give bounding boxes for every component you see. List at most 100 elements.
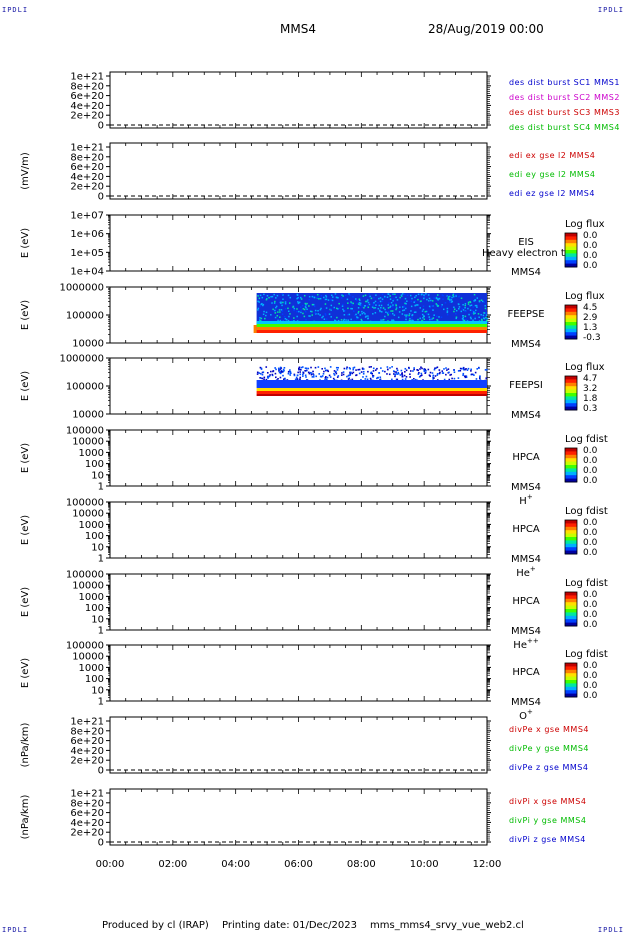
spectrogram-pixel: [304, 302, 307, 305]
spectrogram-pixel: [425, 310, 428, 313]
spectrogram-pixel: [264, 317, 266, 320]
spectrogram-pixel: [319, 375, 322, 378]
spectrogram-pixel: [298, 310, 300, 313]
spectrogram-pixel: [348, 377, 351, 380]
panel-frame: [109, 788, 488, 846]
spacecraft-label: MMS4: [511, 482, 541, 493]
spectrogram-pixel: [260, 368, 263, 370]
spectrogram-pixel: [322, 315, 324, 318]
spectrogram-pixel: [343, 318, 346, 321]
spectrogram-pixel: [282, 320, 284, 322]
spectrogram-pixel: [353, 366, 356, 369]
spectrogram-pixel: [414, 311, 417, 313]
spectrogram-pixel: [372, 370, 375, 372]
spectrogram-pixel: [367, 370, 369, 373]
spectrogram-pixel: [438, 297, 441, 300]
spectrogram-pixel: [301, 304, 304, 307]
spectrogram-pixel: [286, 379, 289, 381]
colorbar-segment: [565, 263, 577, 266]
spectrogram-pixel: [321, 367, 323, 370]
panel-frame: [109, 644, 488, 702]
spectrogram-pixel: [453, 306, 455, 309]
spectrogram-pixel: [476, 368, 479, 370]
spectrogram-pixel: [443, 368, 445, 370]
spectrogram-pixel: [274, 309, 276, 312]
spectrogram-pixel: [476, 297, 479, 299]
legend-entry: divPi z gse MMS4: [509, 835, 586, 844]
spectrogram-pixel: [357, 312, 359, 314]
spectrogram-pixel: [284, 307, 287, 310]
spectrogram-pixel: [277, 367, 280, 370]
spectrogram-pixel: [401, 313, 404, 315]
spectrogram-pixel: [458, 306, 461, 308]
y-tick-label: 8e+20: [70, 798, 104, 809]
spectrogram-pixel: [336, 376, 339, 378]
spectrogram-pixel: [312, 303, 315, 306]
spectrogram-pixel: [450, 301, 453, 303]
spectrogram-pixel: [361, 312, 364, 315]
corner-label-bottom-left: IPDLI: [2, 926, 29, 934]
spectrogram-pixel: [423, 295, 426, 298]
instrument-label: FEEPSI: [509, 380, 543, 391]
spectrogram-pixel: [367, 315, 369, 317]
spectrogram-pixel: [298, 367, 300, 370]
spectrogram-pixel: [414, 304, 416, 307]
spectrogram-pixel: [287, 372, 290, 375]
spectrogram-pixel: [486, 368, 488, 371]
spectrogram-pixel: [376, 367, 378, 370]
x-tick-label: 04:00: [221, 859, 250, 870]
colorbar-tick-label: 1.3: [583, 323, 597, 333]
spectrogram-band: [256, 327, 487, 330]
spectrogram-pixel: [293, 374, 296, 377]
y-tick-label: 1: [98, 626, 104, 637]
y-tick-label: 2e+20: [70, 828, 104, 839]
spectrogram-pixel: [319, 297, 322, 300]
spectrogram-pixel: [260, 317, 263, 320]
spectrogram-pixel: [265, 298, 268, 301]
colorbar-tick-label: 0.0: [583, 610, 598, 620]
spectrogram-pixel: [363, 307, 365, 309]
spectrogram-pixel: [296, 320, 299, 322]
colorbar-segment: [565, 251, 577, 254]
spectrogram-pixel: [315, 375, 318, 378]
spectrogram-pixel: [259, 376, 261, 379]
spectrogram-pixel: [341, 297, 343, 299]
spectrogram-pixel: [437, 305, 440, 307]
y-tick-label: 2e+20: [70, 756, 104, 767]
spectrogram-pixel: [337, 308, 339, 310]
spectrogram-pixel: [293, 307, 296, 310]
spectrogram-pixel: [321, 316, 323, 319]
spectrogram-pixel: [422, 308, 425, 311]
spectrogram-pixel: [421, 313, 424, 316]
spectrogram-pixel: [401, 374, 404, 376]
spectrogram-pixel: [317, 309, 319, 312]
spectrogram-pixel: [374, 307, 377, 309]
spectrogram-pixel: [323, 370, 325, 373]
spectrogram-pixel: [261, 296, 264, 299]
spectrogram-pixel: [367, 301, 370, 304]
colorbar-segment: [565, 690, 577, 693]
spectrogram-pixel: [397, 371, 400, 374]
colorbar-segment: [565, 548, 577, 552]
legend-entry: des dist burst SC4 MMS4: [509, 123, 620, 132]
spectrogram-pixel: [282, 374, 284, 377]
spectrogram-pixel: [341, 294, 343, 296]
spectrogram-pixel: [404, 371, 406, 373]
spectrogram-pixel: [457, 377, 460, 379]
colorbar-segment: [565, 624, 577, 627]
colorbar-title: Log fdist: [565, 649, 608, 660]
y-tick-label: 4e+20: [70, 818, 104, 829]
spectrogram-pixel: [413, 311, 416, 314]
spectrogram-pixel: [435, 303, 438, 305]
y-tick-label: 100000: [66, 641, 104, 652]
spectrogram-pixel: [440, 305, 443, 308]
spectrogram-pixel: [396, 373, 398, 375]
spectrogram-pixel: [465, 318, 467, 321]
footer-printing-date: Printing date: 01/Dec/2023: [222, 920, 358, 931]
spectrogram-pixel: [421, 367, 423, 370]
corner-label-top-left: IPDLI: [2, 6, 29, 14]
spectrogram-pixel: [395, 303, 397, 306]
spectrogram-pixel: [347, 302, 349, 304]
spectrogram-pixel: [331, 299, 334, 302]
spectrogram-pixel: [305, 318, 307, 321]
